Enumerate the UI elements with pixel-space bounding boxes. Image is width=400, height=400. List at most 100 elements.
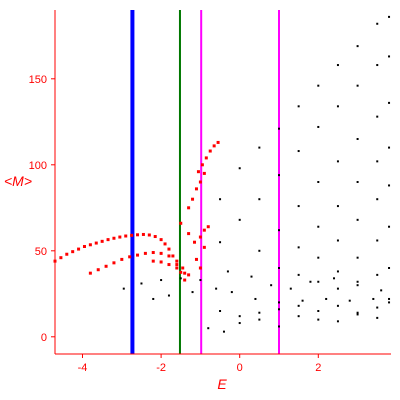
data-point xyxy=(297,150,300,153)
highlighted-point xyxy=(163,242,167,246)
highlighted-point xyxy=(204,156,208,160)
data-point xyxy=(317,256,320,259)
data-point xyxy=(388,225,391,228)
data-point xyxy=(333,277,336,280)
data-point xyxy=(372,297,375,300)
data-point xyxy=(317,84,320,87)
highlighted-point xyxy=(198,266,202,270)
data-point xyxy=(309,280,312,283)
data-point xyxy=(278,325,280,328)
data-point xyxy=(278,229,280,232)
highlighted-point xyxy=(187,232,191,236)
highlighted-point xyxy=(202,245,206,249)
y-tick-label: 50 xyxy=(35,246,47,258)
data-point xyxy=(258,249,261,252)
highlighted-point xyxy=(167,254,171,258)
highlighted-point xyxy=(71,250,75,254)
data-point xyxy=(297,315,300,318)
data-point xyxy=(356,280,359,283)
highlighted-point xyxy=(202,171,206,175)
data-point xyxy=(317,125,320,128)
data-point xyxy=(254,297,257,300)
highlighted-point xyxy=(159,238,163,242)
highlighted-point xyxy=(151,251,155,255)
data-point xyxy=(167,294,170,297)
data-point xyxy=(376,22,379,25)
highlighted-point xyxy=(175,263,179,267)
highlighted-point xyxy=(65,252,69,256)
data-point xyxy=(388,15,391,18)
data-point xyxy=(226,270,229,273)
data-point xyxy=(219,310,222,312)
highlighted-point xyxy=(194,257,198,261)
data-point xyxy=(258,198,261,201)
data-point xyxy=(278,174,280,177)
highlighted-point xyxy=(143,251,147,255)
highlighted-point xyxy=(159,260,163,264)
data-point xyxy=(317,310,320,312)
data-point xyxy=(317,318,320,321)
x-tick-label: 0 xyxy=(237,362,243,374)
data-point xyxy=(356,311,359,314)
highlighted-point xyxy=(179,270,183,274)
highlighted-point xyxy=(191,197,195,201)
data-point xyxy=(160,279,163,282)
highlighted-point xyxy=(216,140,220,144)
highlighted-point xyxy=(181,266,185,270)
data-point xyxy=(336,205,339,208)
data-point xyxy=(348,299,351,302)
data-point xyxy=(325,297,328,300)
highlighted-point xyxy=(194,187,198,191)
data-point xyxy=(336,287,339,290)
highlighted-point xyxy=(200,163,204,167)
data-point xyxy=(219,198,222,201)
highlighted-point xyxy=(130,233,134,237)
data-point xyxy=(376,239,379,242)
highlighted-point xyxy=(198,180,202,184)
highlighted-point xyxy=(196,170,200,174)
data-point xyxy=(301,299,304,302)
highlighted-point xyxy=(128,255,132,259)
data-point xyxy=(376,306,379,309)
highlighted-point xyxy=(124,234,128,238)
highlighted-point xyxy=(136,253,140,257)
data-point xyxy=(278,301,280,304)
data-point xyxy=(356,313,359,316)
data-point xyxy=(317,181,320,183)
data-point xyxy=(376,273,379,276)
data-point xyxy=(278,308,280,311)
highlighted-point xyxy=(175,266,179,270)
highlighted-point xyxy=(171,254,175,258)
highlighted-point xyxy=(198,235,202,239)
highlighted-point xyxy=(151,259,155,263)
y-tick-label: 0 xyxy=(41,332,47,344)
highlighted-point xyxy=(82,245,86,248)
data-point xyxy=(376,64,379,67)
highlighted-point xyxy=(96,268,100,272)
data-point xyxy=(356,218,359,221)
x-tick-label: 2 xyxy=(315,362,321,374)
data-point xyxy=(250,275,253,278)
data-point xyxy=(356,284,359,287)
data-point xyxy=(297,304,300,307)
data-point xyxy=(207,327,210,330)
y-tick-label: 100 xyxy=(29,160,47,172)
highlighted-point xyxy=(183,271,187,275)
data-point xyxy=(191,291,194,294)
data-point xyxy=(238,315,241,318)
axis-ticks: -4 -2 0 2 0 50 100 150 xyxy=(29,74,322,374)
highlighted-point xyxy=(159,251,163,255)
data-point xyxy=(356,181,359,183)
data-point xyxy=(388,146,391,149)
highlighted-point xyxy=(100,239,104,243)
highlighted-point xyxy=(94,241,98,245)
data-point xyxy=(380,289,383,292)
data-point xyxy=(388,55,391,58)
data-point xyxy=(297,246,300,249)
highlighted-point xyxy=(208,149,212,153)
x-axis-label: E xyxy=(217,376,227,392)
data-point xyxy=(336,304,339,307)
highlighted-point xyxy=(147,233,151,237)
data-point xyxy=(356,45,359,48)
highlighted-point xyxy=(77,247,81,251)
